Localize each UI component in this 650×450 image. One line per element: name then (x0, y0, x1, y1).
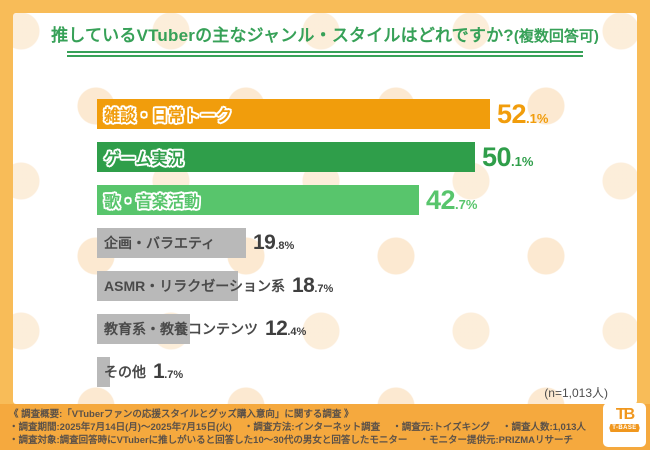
bar-value-frac: .7% (455, 196, 478, 212)
title-text: 推しているVTuberの主なジャンル・スタイルはどれですか? (51, 26, 514, 45)
bar (97, 357, 110, 387)
bar-value: 18.7% (292, 274, 333, 298)
bar-value-int: 1 (153, 360, 165, 383)
t-base-logo: TB T-BASE (603, 403, 646, 447)
bar-label: 教育系・教養コンテンツ (104, 321, 258, 337)
bar-value: 12.4% (265, 317, 306, 341)
bar-value-frac: .7% (164, 369, 184, 381)
bar (97, 99, 490, 129)
chart-card: 推しているVTuberの主なジャンル・スタイルはどれですか?(複数回答可) 雑談… (13, 13, 637, 404)
bar-chart: 雑談・日常トーク 52.1% ゲーム実況 50.1% 歌・音楽活動 42.7% … (97, 99, 633, 400)
bar-label: 企画・バラエティ (104, 235, 216, 251)
bar (97, 185, 419, 215)
bar-label: ゲーム実況 (104, 151, 184, 168)
page-title: 推しているVTuberの主なジャンル・スタイルはどれですか?(複数回答可) (13, 21, 637, 46)
bar-label-wrap: その他 (97, 357, 146, 387)
title-underline (67, 51, 583, 57)
bar-row: ゲーム実況 50.1% (97, 142, 633, 172)
bar-value-int: 19 (253, 231, 276, 254)
bar-value-int: 52 (497, 98, 527, 129)
bar-row: 雑談・日常トーク 52.1% (97, 99, 633, 129)
bar-value-frac: .8% (275, 240, 295, 252)
bar-value-frac: .1% (526, 110, 549, 126)
bar-value: 50.1% (482, 142, 533, 173)
footer-line: 《 調査概要:「VTuberファンの応援スタイルとグッズ購入意向」に関する調査 … (9, 409, 354, 420)
bar-value: 52.1% (497, 99, 548, 130)
bar-label: ASMR・リラクゼーション系 (104, 278, 285, 294)
bar-label-wrap: 歌・音楽活動 (97, 185, 419, 215)
bar (97, 142, 475, 172)
bar-value-int: 18 (291, 274, 315, 297)
footer-line: ・調査期間:2025年7月14日(月)〜2025年7月15日(火) ・調査方法:… (9, 422, 586, 433)
sample-size-note: (n=1,013人) (544, 386, 608, 400)
bar-label-wrap: 雑談・日常トーク (97, 99, 490, 129)
bar-row: 企画・バラエティ 19.8% (97, 228, 633, 258)
bar-value: 19.8% (253, 231, 294, 255)
logo-monogram: TB (615, 406, 635, 423)
bar-label: 雑談・日常トーク (104, 108, 233, 125)
bar-row: ASMR・リラクゼーション系 18.7% (97, 271, 633, 301)
bar-label: その他 (104, 364, 146, 380)
bar-value-int: 12 (265, 317, 288, 340)
logo-name-ribbon: T-BASE (609, 424, 640, 432)
bar-label-wrap: ゲーム実況 (97, 142, 475, 172)
bar-value: 1.7% (153, 360, 183, 384)
bar-label-wrap: 教育系・教養コンテンツ (97, 314, 258, 344)
bar-label-wrap: 企画・バラエティ (97, 228, 246, 258)
bar-value-int: 42 (426, 184, 456, 215)
survey-footer: 《 調査概要:「VTuberファンの応援スタイルとグッズ購入意向」に関する調査 … (0, 404, 650, 450)
bar-row: その他 1.7% (97, 357, 633, 387)
bar-label: 歌・音楽活動 (104, 194, 201, 211)
bar-value-frac: .7% (314, 283, 334, 295)
bar-value: 42.7% (426, 185, 477, 216)
bar-label-wrap: ASMR・リラクゼーション系 (97, 271, 285, 301)
footer-line: ・調査対象:調査回答時にVTuberに推しがいると回答した10〜30代の男女と回… (9, 435, 574, 446)
bar-value-frac: .4% (287, 326, 307, 338)
bar-row: 歌・音楽活動 42.7% (97, 185, 633, 215)
bar-row: 教育系・教養コンテンツ 12.4% (97, 314, 633, 344)
bar-value-frac: .1% (511, 153, 534, 169)
bar-value-int: 50 (482, 141, 512, 172)
bar (97, 271, 238, 301)
bar (97, 314, 190, 344)
title-note: (複数回答可) (513, 28, 599, 45)
bar (97, 228, 246, 258)
